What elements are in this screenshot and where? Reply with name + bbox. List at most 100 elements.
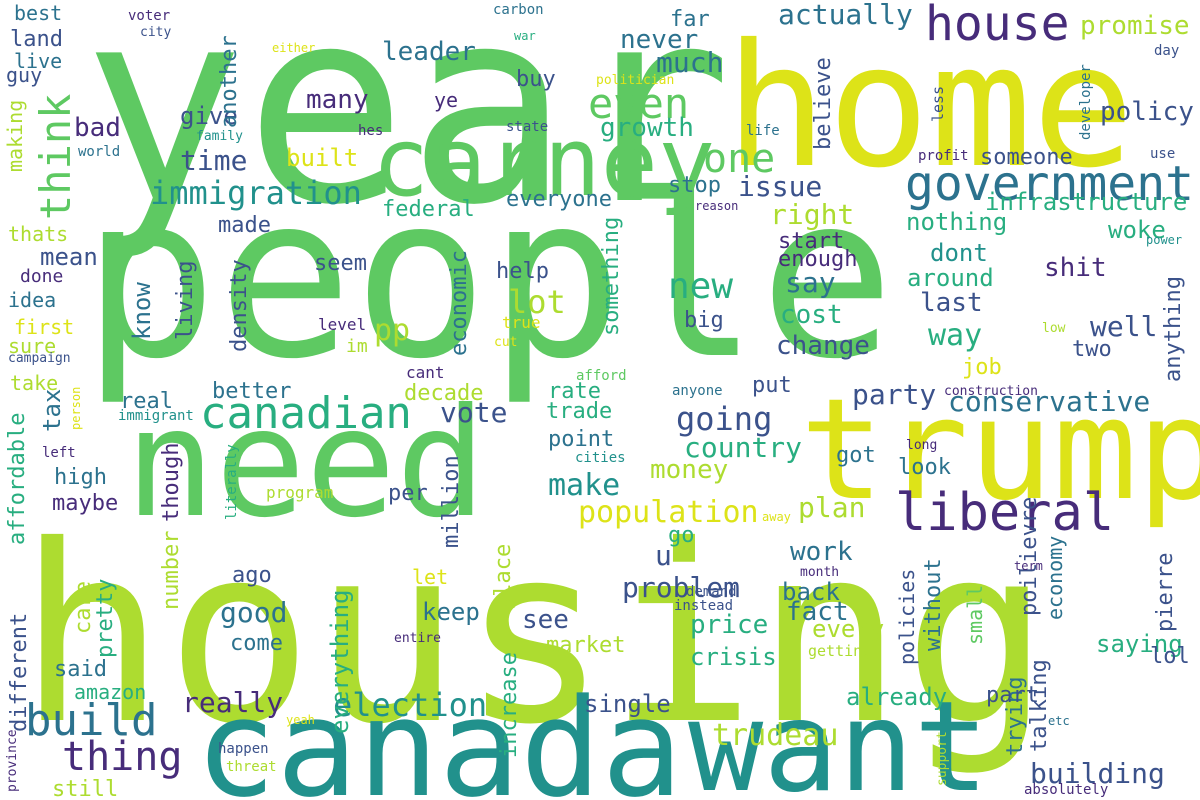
word-poilievre: poilievre (1017, 497, 1042, 616)
word-see: see (522, 605, 569, 635)
word-still: still (52, 777, 118, 800)
word-single: single (584, 690, 671, 718)
word-talking: talking (1027, 659, 1052, 752)
word-getting: getting (808, 642, 871, 660)
word-liberal: liberal (895, 483, 1114, 543)
word-decade: decade (404, 381, 483, 406)
word-program: program (266, 483, 333, 502)
word-woke: woke (1108, 216, 1166, 244)
word-trump: trump (800, 369, 1200, 532)
word-canada: canada (195, 670, 683, 800)
word-politician: politician (596, 73, 674, 88)
word-away: away (762, 510, 791, 524)
word-power: power (1146, 233, 1182, 247)
word-long: long (906, 438, 937, 453)
word-done: done (20, 266, 63, 287)
word-yeah: yeah (286, 713, 315, 727)
word-vote: vote (440, 396, 507, 429)
word-enough: enough (778, 247, 857, 272)
word-campaign: campaign (8, 351, 71, 366)
word-look: look (898, 455, 951, 480)
word-let: let (412, 565, 448, 589)
word-ye: ye (434, 88, 458, 112)
word-trying: trying (1003, 677, 1028, 756)
word-less: less (929, 86, 947, 122)
word-war: war (514, 29, 536, 43)
word-making: making (3, 100, 27, 172)
word-day: day (1154, 43, 1179, 59)
word-point: point (548, 427, 614, 452)
word-trudeau: trudeau (712, 718, 838, 753)
word-people: people (82, 147, 895, 409)
word-maybe: maybe (52, 491, 118, 516)
word-canadian: canadian (200, 388, 412, 439)
word-better: better (212, 379, 291, 404)
word-guy: guy (6, 63, 42, 87)
word-idea: idea (8, 288, 56, 312)
word-someone: someone (980, 145, 1073, 170)
word-said: said (54, 657, 107, 682)
word-crisis: crisis (690, 643, 777, 671)
word-think: think (31, 94, 80, 220)
word-anything: anything (1161, 276, 1186, 382)
word-reason: reason (695, 199, 738, 213)
word-cut: cut (494, 335, 517, 350)
word-plan: plan (798, 491, 865, 524)
word-trade: trade (546, 399, 612, 424)
word-promise: promise (1080, 11, 1190, 41)
word-cant: cant (406, 363, 445, 382)
word-tax: tax (38, 389, 66, 432)
word-another: another (217, 35, 242, 128)
word-real: real (120, 389, 173, 414)
word-change: change (776, 331, 870, 361)
word-saying: saying (1096, 630, 1183, 658)
word-carney: carney (372, 108, 715, 218)
word-right: right (770, 198, 854, 231)
word-affordable: affordable (5, 413, 30, 545)
word-know: know (128, 282, 156, 340)
word-say: say (785, 266, 836, 299)
word-either: either (272, 41, 315, 55)
word-pierre: pierre (1153, 553, 1178, 632)
word-believe: believe (811, 57, 836, 150)
word-seem: seem (314, 251, 367, 276)
word-stop: stop (668, 173, 721, 198)
word-best: best (14, 1, 62, 25)
word-entire: entire (394, 631, 441, 646)
word-literally: literally (224, 444, 240, 520)
word-last: last (920, 288, 983, 318)
word-price: price (690, 610, 768, 640)
word-built: built (286, 144, 358, 172)
word-absolutely: absolutely (1024, 782, 1108, 798)
word-lol: lol (1150, 644, 1190, 669)
word-come: come (230, 631, 283, 656)
word-need: need (125, 377, 486, 551)
word-number: number (159, 531, 184, 610)
word-take: take (10, 371, 58, 395)
word-first: first (14, 315, 74, 339)
word-already: already (846, 683, 947, 711)
word-good: good (220, 596, 287, 629)
word-everyone: everyone (506, 187, 612, 212)
word-thing: thing (62, 734, 182, 780)
word-fact: fact (786, 597, 849, 627)
word-place: place (491, 544, 516, 610)
word-go: go (668, 523, 695, 548)
word-thats: thats (8, 222, 68, 246)
word-immigrant: immigrant (118, 408, 194, 424)
word-small: small (963, 585, 987, 645)
word-bad: bad (74, 113, 121, 143)
word-family: family (196, 129, 243, 144)
word-everything: everything (326, 590, 354, 735)
word-well: well (1090, 310, 1157, 343)
word-start: start (778, 229, 844, 254)
word-economic: economic (447, 250, 472, 356)
word-without: without (921, 558, 946, 651)
word-amazon: amazon (74, 680, 146, 704)
word-put: put (752, 373, 792, 398)
word-mean: mean (40, 243, 98, 271)
word-pp: pp (374, 313, 410, 348)
word-nothing: nothing (906, 208, 1007, 236)
